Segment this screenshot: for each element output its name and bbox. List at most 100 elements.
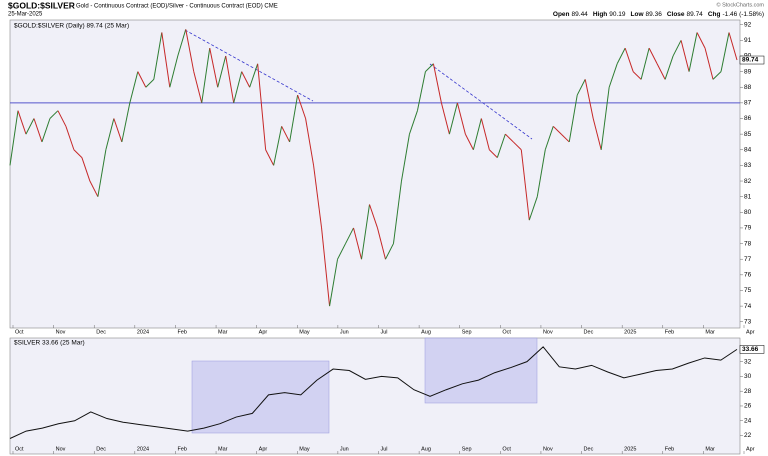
line-segment (193, 71, 203, 103)
line-segment (129, 71, 139, 103)
y-tick-label: 76 (744, 272, 752, 279)
x-tick-label: Apr (259, 329, 268, 335)
x-tick-label: Nov (56, 446, 66, 452)
y-tick-label: 24 (744, 417, 752, 424)
copyright: © StockCharts.com (717, 1, 765, 8)
quote-value: -1.46 (-1.58%) (722, 11, 764, 18)
line-segment (712, 71, 722, 80)
quote-label: Open (553, 11, 570, 18)
line-segment (321, 227, 331, 307)
quote-label: Chg (708, 11, 721, 18)
line-segment (345, 227, 354, 244)
line-segment (49, 110, 59, 119)
line-segment (233, 71, 243, 103)
line-segment (512, 141, 522, 151)
line-segment (121, 102, 131, 143)
x-tick-label: Sep (462, 329, 472, 335)
line-segment (73, 149, 83, 158)
line-segment (265, 149, 275, 166)
main-panel (9, 19, 741, 329)
line-segment (688, 32, 698, 72)
line-segment (281, 126, 291, 143)
line-segment (560, 133, 570, 143)
line-segment (632, 71, 642, 80)
x-tick-label: Feb (665, 446, 674, 452)
line-segment (616, 47, 626, 65)
lower-panel (9, 337, 741, 455)
y-tick-label: 28 (744, 388, 752, 395)
x-tick-label: Oct (15, 446, 24, 452)
line-segment (225, 55, 235, 103)
line-segment (105, 118, 115, 150)
trend-line (429, 63, 533, 140)
x-tick-label: Aug (421, 446, 431, 452)
y-tick-label: 80 (744, 209, 752, 216)
x-tick-label: Jun (340, 329, 349, 335)
y-tick-label: 30 (744, 373, 752, 380)
line-segment (672, 40, 682, 57)
line-segment (25, 118, 35, 135)
line-segment (544, 126, 554, 150)
line-segment (408, 110, 418, 135)
x-tick-label: Mar (705, 329, 715, 335)
x-tick-label: Nov (543, 446, 553, 452)
line-segment (456, 102, 466, 135)
line-segment (209, 48, 219, 88)
line-segment (568, 94, 578, 143)
quote-value: 89.44 (572, 11, 589, 18)
line-segment (353, 227, 363, 260)
x-tick-label: Nov (543, 329, 553, 335)
x-tick-label: May (299, 446, 310, 452)
line-segment (584, 79, 594, 119)
x-tick-label: Dec (96, 329, 106, 335)
x-tick-label: Feb (177, 329, 186, 335)
line-segment (496, 133, 506, 158)
x-tick-label: 2025 (624, 329, 636, 335)
line-segment (97, 149, 107, 197)
last-value-box (739, 345, 765, 354)
x-tick-label: Oct (502, 446, 511, 452)
line-segment (664, 55, 674, 80)
line-segment (440, 102, 450, 135)
x-tick-label: Dec (584, 329, 594, 335)
line-segment (249, 63, 259, 88)
line-segment (624, 47, 634, 72)
line-segment (137, 71, 147, 88)
line-segment (185, 29, 195, 72)
quote: Open 89.44 High 90.19 Low 89.36 Close 89.74 Chg -… (553, 11, 764, 18)
x-tick-label: Sep (462, 446, 472, 452)
quote-value: 89.36 (646, 11, 663, 18)
highlight-range (191, 360, 330, 434)
line-segment (217, 55, 227, 88)
x-tick-label: Mar (705, 446, 715, 452)
date: 25-Mar-2025 (8, 12, 43, 18)
x-tick-label: 2025 (624, 446, 636, 452)
x-tick-label: Apr (746, 446, 755, 452)
line-segment (201, 48, 211, 103)
line-segment (696, 32, 706, 49)
panel-title: $SILVER 33.66 (25 Mar) (14, 340, 85, 347)
panel-title: $GOLD:$SILVER (Daily) 89.74 (25 Mar) (14, 23, 129, 30)
line-segment (488, 149, 498, 158)
x-tick-label: 2024 (137, 329, 149, 335)
line-segment (425, 63, 434, 72)
y-tick-label: 79 (744, 225, 752, 232)
line-segment (305, 118, 315, 166)
x-tick-label: Aug (421, 329, 431, 335)
symbol: $GOLD:$SILVER (8, 0, 75, 10)
line-segment (369, 204, 378, 229)
x-tick-label: Jun (340, 446, 349, 452)
quote-label: High (593, 11, 607, 18)
line-segment (337, 243, 346, 260)
y-tick-label: 85 (744, 131, 752, 138)
last-value-box (739, 55, 765, 65)
y-tick-label: 22 (744, 432, 752, 439)
line-segment (448, 102, 458, 135)
x-tick-label: Apr (259, 446, 268, 452)
y-tick-label: 92 (744, 21, 752, 28)
description: Gold - Continuous Contract (EOD)/Silver … (76, 4, 278, 10)
line-segment (177, 29, 187, 57)
line-segment (9, 110, 19, 166)
x-tick-label: Nov (56, 329, 66, 335)
